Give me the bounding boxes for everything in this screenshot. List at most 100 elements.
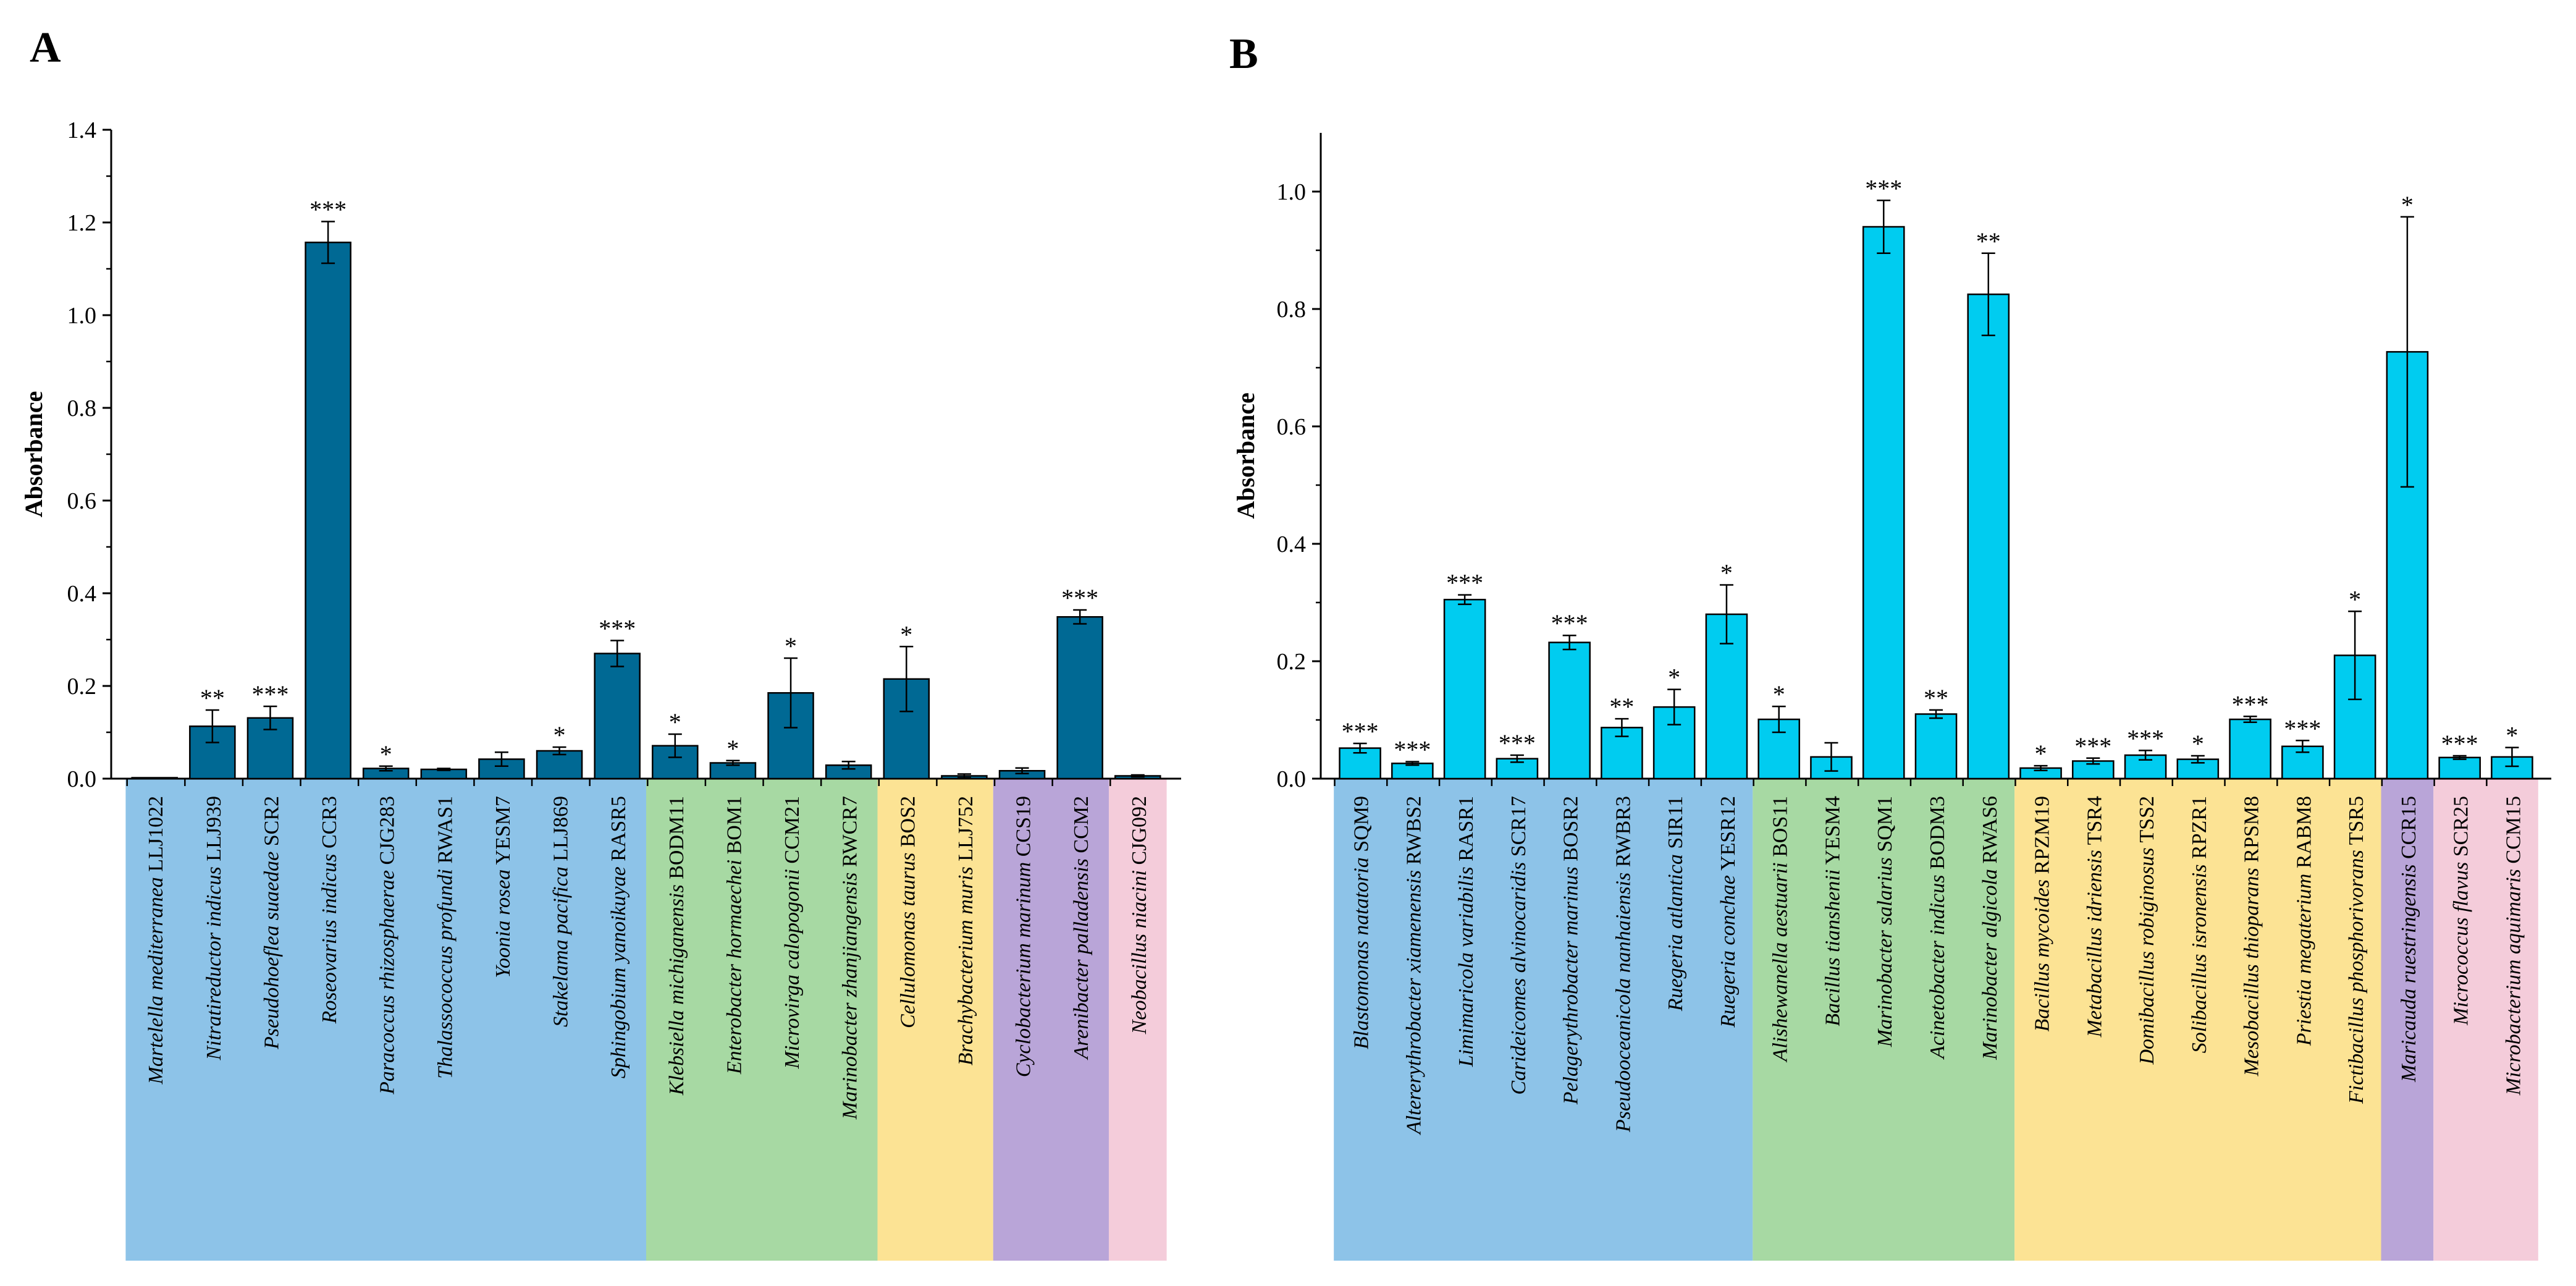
significance-mark: * bbox=[1668, 664, 1680, 692]
y-tick-label: 1.2 bbox=[67, 210, 97, 236]
category-genus: Neobacillus niacini bbox=[1128, 870, 1151, 1034]
bar bbox=[1443, 599, 1486, 780]
category-label: Yoonia rosea YESM7 bbox=[492, 796, 515, 978]
significance-mark: *** bbox=[1342, 717, 1379, 745]
category-label: Ruegeria conchae YESR12 bbox=[1717, 796, 1740, 1028]
bar bbox=[305, 242, 351, 780]
significance-mark: ** bbox=[200, 684, 225, 712]
category-label: Microvirga calopogonii CCM21 bbox=[781, 796, 804, 1069]
category-genus: Maricauda ruestringensis bbox=[2397, 865, 2420, 1083]
category-strain: TSR5 bbox=[2345, 796, 2368, 850]
category-genus: Fictibacillus phosphorivorans bbox=[2345, 850, 2368, 1104]
group-box-purple bbox=[2381, 779, 2434, 1261]
bar bbox=[131, 777, 178, 780]
panel-label-a: A bbox=[30, 24, 61, 72]
category-genus: Bacillus tianshenii bbox=[1821, 869, 1844, 1026]
significance-mark: ** bbox=[1924, 684, 1948, 712]
category-label: Micrococcus flavus SCR25 bbox=[2450, 796, 2473, 1026]
category-genus: Nitratireductor indicus bbox=[203, 866, 225, 1060]
y-tick-label: 0.6 bbox=[1277, 414, 1307, 440]
panel-b-chart: 0.00.20.40.60.81.0Absorbance***Blastomon… bbox=[1232, 133, 2551, 1261]
category-strain: CJG092 bbox=[1128, 796, 1151, 870]
category-genus: Altererythrobacter xiamenensis bbox=[1402, 870, 1425, 1135]
category-label: Microbacterium aquimaris CCM15 bbox=[2502, 796, 2525, 1096]
category-strain: LLJ1022 bbox=[145, 796, 167, 877]
category-genus: Sphingobium yanoikuyae bbox=[607, 866, 630, 1078]
category-strain: SCR2 bbox=[260, 796, 283, 852]
significance-mark: * bbox=[726, 735, 739, 763]
category-genus: Roseovarius indicus bbox=[318, 854, 341, 1025]
category-strain: RASR1 bbox=[1455, 796, 1478, 866]
y-tick-label: 0.6 bbox=[67, 488, 97, 514]
category-strain: SQM1 bbox=[1874, 796, 1896, 857]
category-label: Cellulomonas taurus BOS2 bbox=[896, 796, 919, 1028]
category-label: Nitratireductor indicus LLJ939 bbox=[203, 796, 225, 1061]
category-strain: CJG283 bbox=[376, 796, 399, 870]
bar bbox=[2229, 718, 2271, 780]
category-label: Alishewanella aestuarii BOS11 bbox=[1769, 796, 1792, 1062]
category-strain: LLJ752 bbox=[954, 796, 977, 866]
category-genus: Klebsiella michiganensis bbox=[665, 884, 688, 1096]
significance-mark: * bbox=[669, 708, 681, 736]
category-strain: CCM15 bbox=[2502, 796, 2525, 869]
category-genus: Paracoccus rhizosphaerae bbox=[376, 870, 399, 1095]
category-label: Blastomonas natatoria SQM9 bbox=[1350, 796, 1373, 1049]
category-strain: TSR4 bbox=[2083, 796, 2106, 850]
category-strain: LLJ869 bbox=[550, 796, 573, 866]
y-axis-title: Absorbance bbox=[1232, 392, 1260, 518]
category-strain: RWAS1 bbox=[434, 796, 457, 869]
significance-mark: *** bbox=[1061, 584, 1098, 612]
category-genus: Yoonia rosea bbox=[492, 869, 515, 978]
category-genus: Stakelama pacifica bbox=[550, 866, 573, 1027]
y-tick-label: 0.8 bbox=[1277, 297, 1307, 323]
significance-mark: ** bbox=[1609, 693, 1634, 721]
category-genus: Domibacillus robiginosus bbox=[2136, 847, 2158, 1065]
category-genus: Solibacillus isronensis bbox=[2188, 865, 2211, 1054]
category-strain: BOS2 bbox=[896, 796, 919, 853]
significance-mark: *** bbox=[2441, 730, 2478, 758]
category-strain: YESM4 bbox=[1821, 796, 1844, 869]
significance-mark: * bbox=[2349, 585, 2361, 613]
significance-mark: *** bbox=[1446, 569, 1483, 597]
bar bbox=[1056, 616, 1103, 780]
significance-mark: *** bbox=[1394, 735, 1431, 763]
significance-mark: *** bbox=[2127, 724, 2164, 752]
category-label: Brachybacterium muris LLJ752 bbox=[954, 796, 977, 1065]
group-box-blue bbox=[125, 779, 647, 1261]
group-box-pink bbox=[2433, 779, 2538, 1261]
category-label: Solibacillus isronensis RPZR1 bbox=[2188, 796, 2211, 1053]
bar bbox=[594, 653, 641, 780]
category-genus: Martelella mediterranea bbox=[145, 877, 167, 1085]
category-strain: CCM2 bbox=[1070, 796, 1093, 858]
significance-mark: * bbox=[2506, 722, 2518, 750]
category-strain: RWBR3 bbox=[1612, 796, 1635, 873]
y-tick-label: 1.0 bbox=[67, 303, 97, 329]
significance-mark: * bbox=[1720, 559, 1733, 587]
category-genus: Alishewanella aestuarii bbox=[1769, 862, 1792, 1062]
category-label: Limimaricola variabilis RASR1 bbox=[1455, 796, 1478, 1067]
category-label: Priestia megaterium RABM8 bbox=[2292, 796, 2315, 1046]
category-genus: Microbacterium aquimaris bbox=[2502, 869, 2525, 1096]
y-tick-label: 1.4 bbox=[67, 117, 97, 143]
category-strain: CCM21 bbox=[781, 796, 804, 869]
category-genus: Priestia megaterium bbox=[2292, 874, 2315, 1047]
category-label: Marinobacter algicola RWAS6 bbox=[1979, 796, 2001, 1060]
category-strain: CCS19 bbox=[1012, 796, 1035, 862]
category-genus: Carideicomes alvinocaridis bbox=[1507, 862, 1530, 1095]
category-genus: Ruegeria atlantica bbox=[1664, 854, 1687, 1012]
category-label: Martelella mediterranea LLJ1022 bbox=[145, 796, 167, 1085]
category-strain: RABM8 bbox=[2292, 796, 2315, 874]
category-genus: Pelagerythrobacter marinus bbox=[1560, 866, 1583, 1105]
bar bbox=[1862, 226, 1905, 780]
significance-mark: *** bbox=[599, 615, 636, 643]
category-label: Pseudooceanicola nanhaiensis RWBR3 bbox=[1612, 796, 1635, 1133]
significance-mark: * bbox=[554, 721, 566, 749]
category-strain: SCR25 bbox=[2450, 796, 2473, 862]
category-strain: BODM11 bbox=[665, 796, 688, 884]
group-box-green bbox=[1753, 779, 2015, 1261]
significance-mark: *** bbox=[1551, 609, 1588, 637]
category-strain: YESM7 bbox=[492, 796, 515, 869]
category-genus: Cellulomonas taurus bbox=[896, 853, 919, 1028]
category-strain: BOM1 bbox=[723, 796, 746, 860]
significance-mark: *** bbox=[2284, 714, 2321, 742]
